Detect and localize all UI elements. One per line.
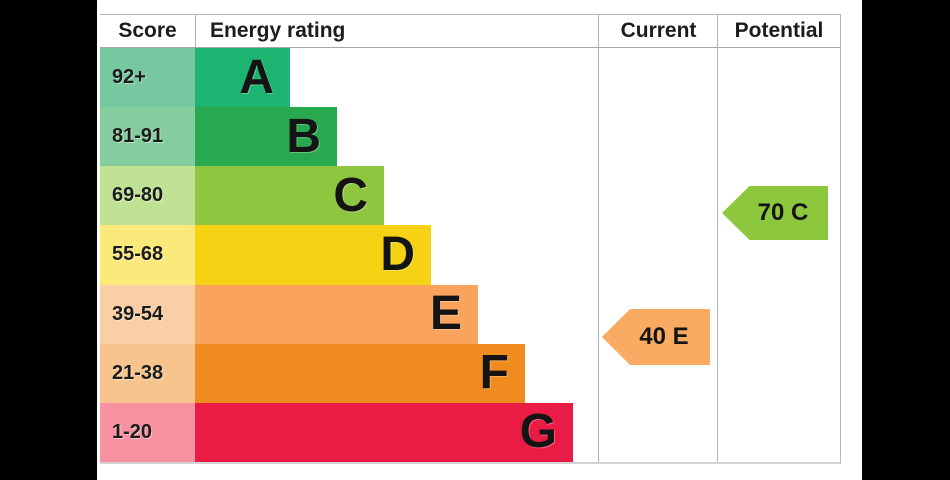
- band-score: 1-20: [100, 402, 195, 462]
- potential-rating-label: 70 C: [757, 199, 809, 226]
- band-row: 39-54 E: [100, 284, 598, 344]
- band-bar: B: [195, 107, 337, 167]
- header-score: Score: [100, 15, 196, 47]
- band-row: 81-91 B: [100, 107, 598, 167]
- header-potential: Potential: [734, 19, 824, 42]
- band-bar: F: [195, 343, 525, 403]
- epc-rating-chart: Score Energy rating Current Potential 92…: [100, 14, 841, 464]
- header-energy-rating: Energy rating: [210, 19, 346, 42]
- band-score: 81-91: [100, 107, 195, 167]
- band-bar: G: [195, 402, 573, 462]
- band-bar: D: [195, 225, 431, 285]
- band-row: 69-80 C: [100, 166, 598, 226]
- current-rating-label: 40 E: [639, 323, 689, 350]
- band-score: 92+: [100, 48, 195, 108]
- left-black-bar: [0, 0, 97, 480]
- divider-potential-column: [717, 15, 718, 462]
- band-row: 55-68 D: [100, 225, 598, 285]
- band-bar: E: [195, 284, 478, 344]
- band-row: 92+ A: [100, 48, 598, 108]
- band-score: 55-68: [100, 225, 195, 285]
- band-rows: 92+ A 81-91 B 69-80 C 55-68 D 39-54 E 21…: [100, 48, 598, 462]
- band-row: 21-38 F: [100, 343, 598, 403]
- band-score: 69-80: [100, 166, 195, 226]
- band-row: 1-20 G: [100, 402, 598, 462]
- band-bar: C: [195, 166, 384, 226]
- band-score: 39-54: [100, 284, 195, 344]
- current-rating-arrow: 40 E: [602, 309, 710, 365]
- right-black-bar: [862, 0, 950, 480]
- chart-header-row: Score Energy rating Current Potential: [100, 15, 840, 48]
- band-score: 21-38: [100, 343, 195, 403]
- band-bar: A: [195, 48, 290, 108]
- potential-rating-arrow: 70 C: [722, 186, 828, 240]
- divider-current-column: [598, 15, 599, 462]
- header-current: Current: [620, 19, 697, 42]
